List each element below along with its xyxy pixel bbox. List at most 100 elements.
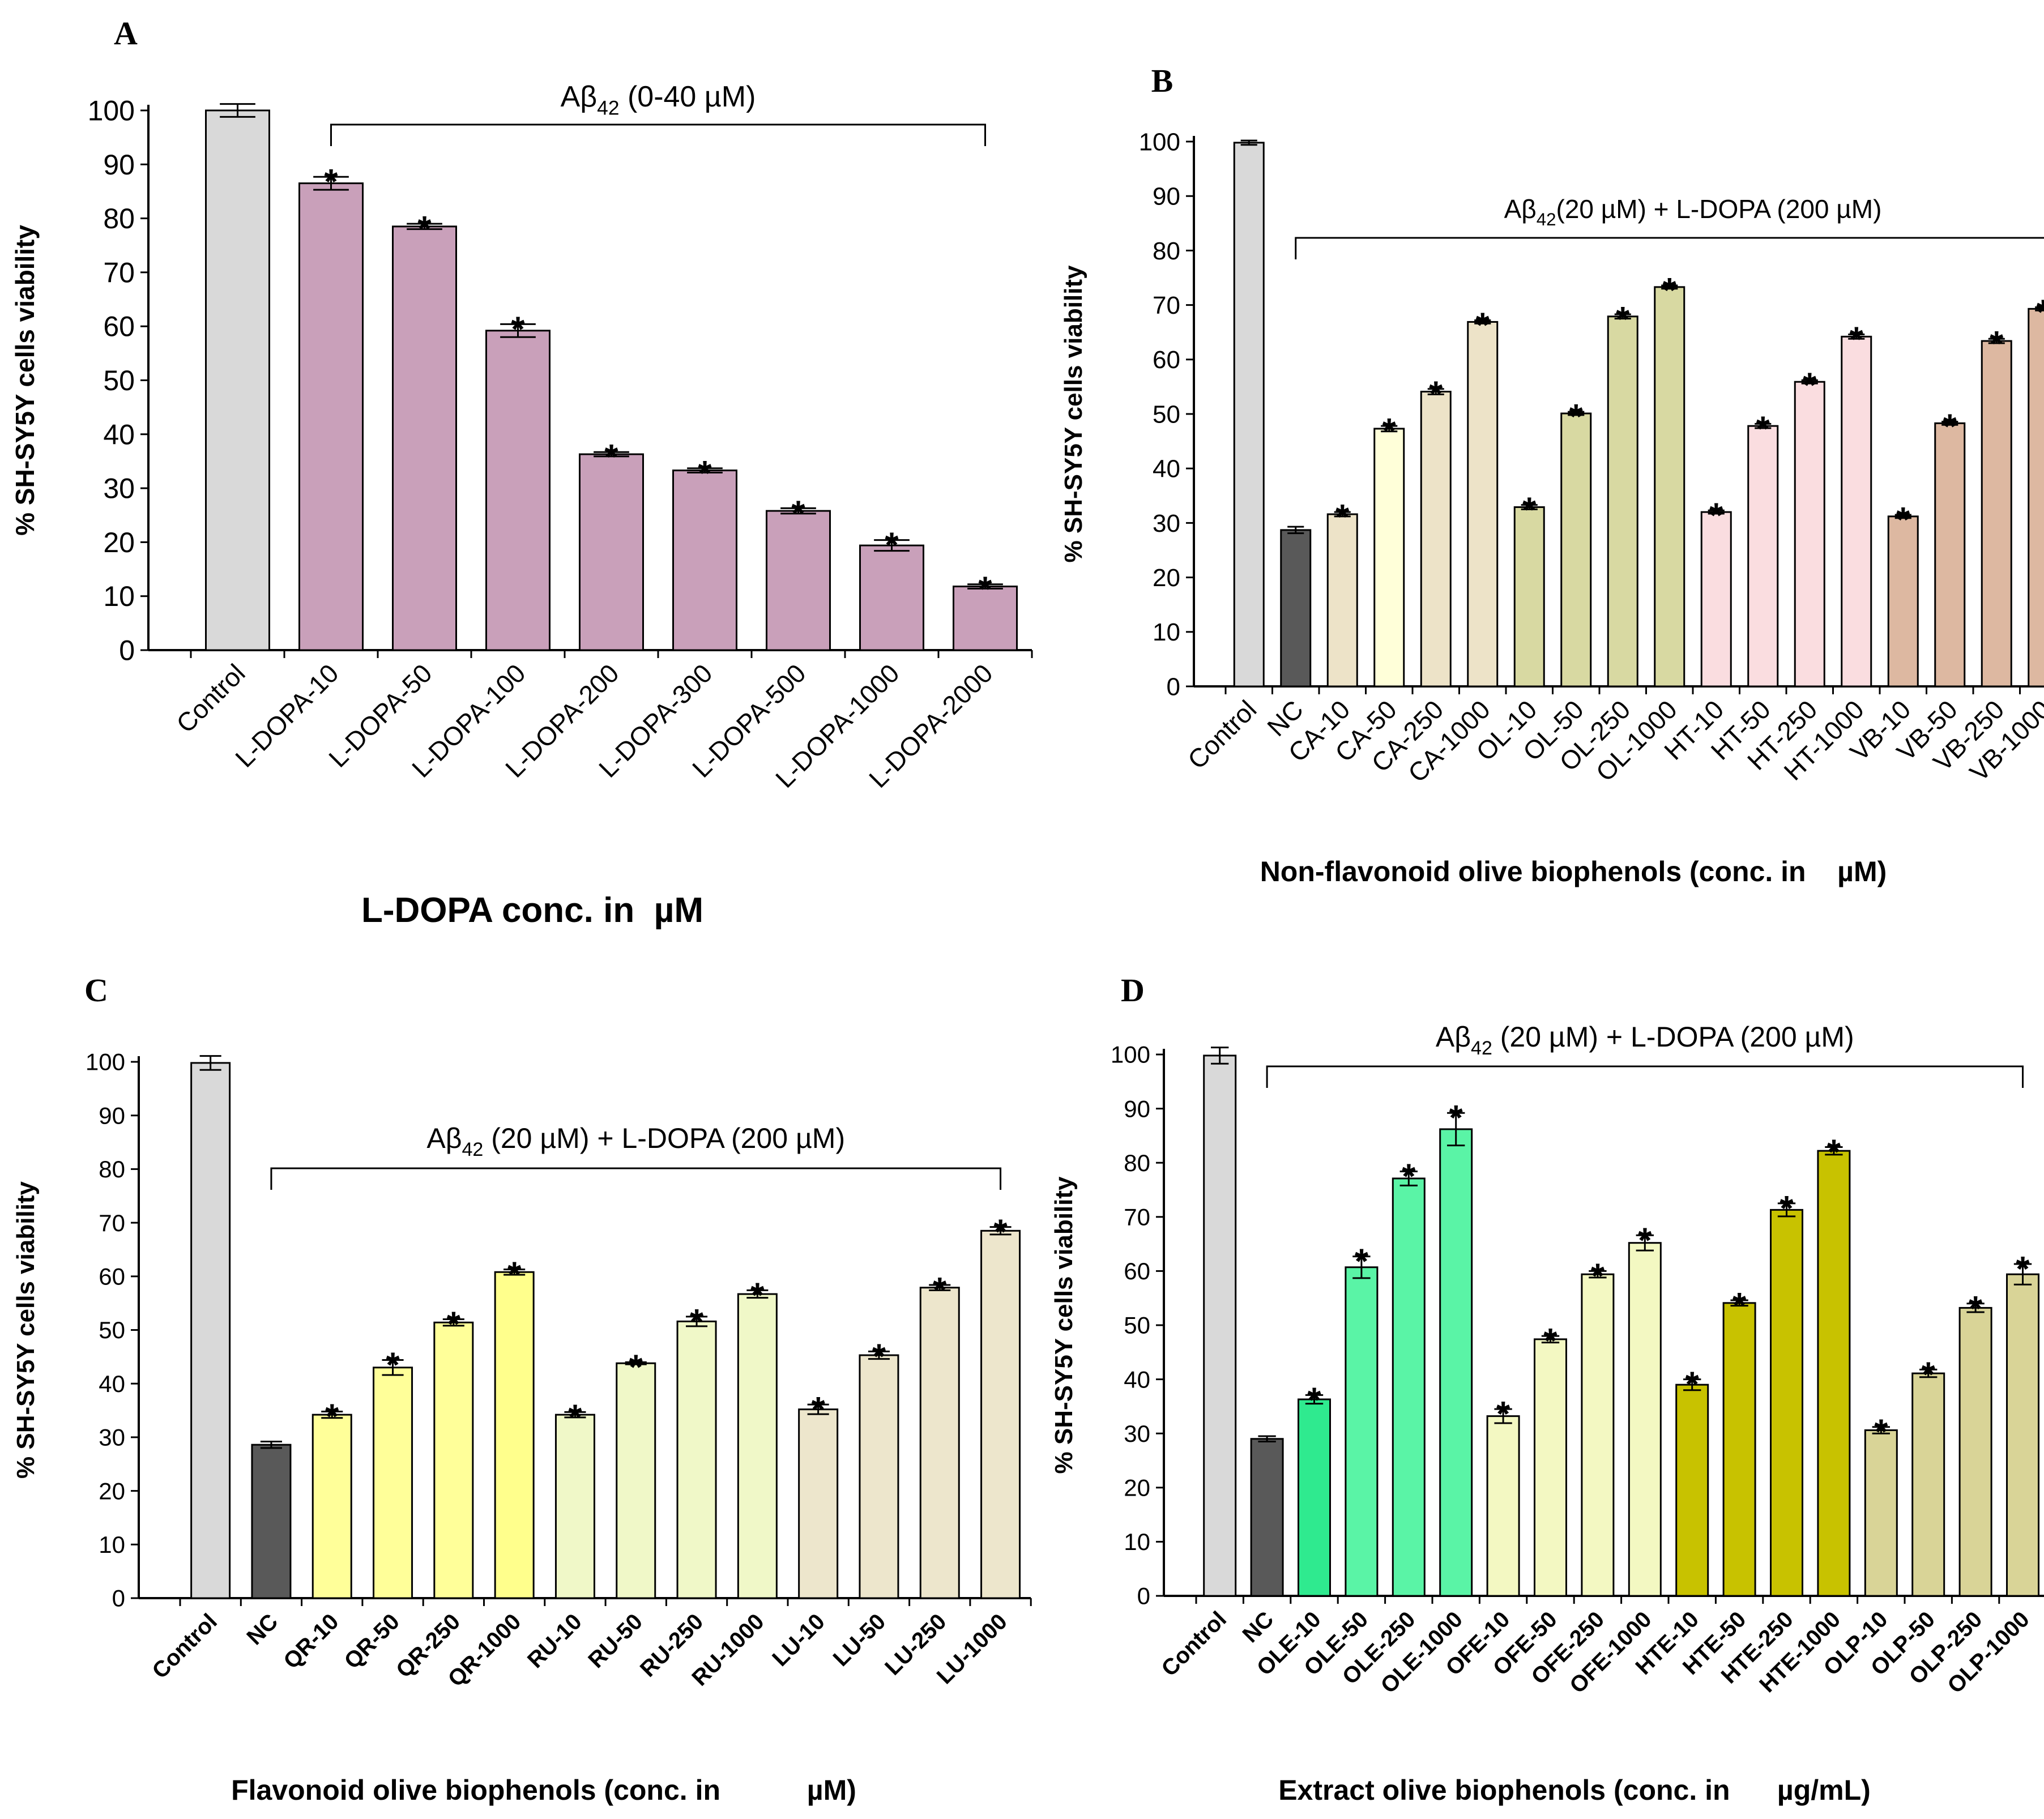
category-label: Control xyxy=(1182,694,1262,775)
bracket-label: Aβ42 (0-40 µM) xyxy=(561,80,756,119)
bar xyxy=(1280,529,1312,688)
panel-a: A0102030405060708090100Control*L-DOPA-10… xyxy=(10,15,1033,930)
significance-star: * xyxy=(933,1271,947,1310)
significance-star: * xyxy=(1402,1157,1416,1196)
significance-star: * xyxy=(1429,375,1443,414)
y-tick-label: 80 xyxy=(99,1156,125,1182)
bar xyxy=(1467,321,1499,688)
bar xyxy=(672,469,737,651)
bar xyxy=(1373,428,1405,688)
bracket-line xyxy=(270,1167,1002,1190)
significance-star: * xyxy=(1382,412,1397,451)
bar xyxy=(190,1062,231,1599)
bar xyxy=(1958,1306,1992,1597)
y-tick-label: 20 xyxy=(1124,1475,1150,1501)
significance-star: * xyxy=(1896,501,1910,540)
y-axis-title: % SH-SY5Y cells viability xyxy=(1060,265,1087,563)
x-axis-title: Flavonoid olive biophenols (conc. in µM) xyxy=(231,1774,856,1806)
y-tick-label: 90 xyxy=(1153,183,1180,211)
significance-star: * xyxy=(629,1348,643,1387)
bar xyxy=(737,1293,778,1599)
significance-star: * xyxy=(1307,1381,1321,1420)
y-tick-label: 90 xyxy=(103,149,135,181)
y-axis-title: % SH-SY5Y cells viability xyxy=(1050,1176,1078,1474)
y-tick-label: 90 xyxy=(99,1102,125,1129)
category-label: Control xyxy=(170,658,251,738)
bar xyxy=(1864,1429,1898,1597)
y-tick-label: 50 xyxy=(1153,400,1180,428)
significance-star: * xyxy=(978,570,992,609)
significance-star: * xyxy=(690,1303,704,1342)
y-tick-label: 90 xyxy=(1124,1095,1150,1122)
y-tick-label: 70 xyxy=(1153,292,1180,319)
bar xyxy=(616,1362,656,1599)
y-tick-label: 100 xyxy=(88,95,135,127)
y-axis-title: % SH-SY5Y cells viability xyxy=(10,225,40,536)
bar xyxy=(1934,422,1966,688)
bracket-label: Aβ42 (20 µM) + L-DOPA (200 µM) xyxy=(426,1122,845,1160)
category-label: NC xyxy=(1238,1607,1278,1647)
category-label: QR-10 xyxy=(279,1609,343,1673)
significance-star: * xyxy=(511,310,525,349)
significance-star: * xyxy=(1756,409,1770,449)
bar xyxy=(579,453,644,651)
significance-star: * xyxy=(1990,324,2004,364)
bar xyxy=(2006,1273,2039,1597)
y-tick-label: 80 xyxy=(1124,1150,1150,1176)
significance-star: * xyxy=(993,1213,1008,1252)
y-tick-label: 60 xyxy=(1124,1258,1150,1284)
bracket-line xyxy=(1266,1065,2024,1088)
bar xyxy=(919,1287,960,1599)
x-axis-title: L-DOPA conc. in µM xyxy=(361,891,703,930)
bar xyxy=(980,1229,1021,1599)
bar xyxy=(1298,1398,1331,1597)
y-tick-label: 0 xyxy=(112,1585,125,1612)
y-tick-label: 60 xyxy=(103,311,135,343)
bar xyxy=(676,1320,717,1599)
significance-star: * xyxy=(1733,1286,1747,1325)
significance-star: * xyxy=(1969,1289,1983,1329)
y-tick-label: 100 xyxy=(1111,1041,1150,1068)
significance-star: * xyxy=(324,163,338,202)
bracket-label-main: Aβ xyxy=(1436,1021,1471,1053)
bar xyxy=(1233,142,1265,688)
y-tick-label: 40 xyxy=(103,419,135,450)
y-tick-label: 100 xyxy=(86,1049,125,1075)
bracket-label: Aβ42(20 µM) + L-DOPA (200 µM) xyxy=(1504,194,1882,229)
bracket-label-sub: 42 xyxy=(597,97,619,119)
bar xyxy=(1607,315,1638,688)
y-tick-label: 70 xyxy=(99,1210,125,1236)
bar xyxy=(1628,1242,1662,1597)
bar xyxy=(1392,1177,1426,1597)
bar xyxy=(1722,1302,1756,1597)
significance-star: * xyxy=(2037,293,2044,332)
category-label: Control xyxy=(147,1609,222,1684)
bracket-line xyxy=(1295,237,2044,259)
significance-star: * xyxy=(1638,1221,1652,1260)
y-tick-label: 40 xyxy=(99,1370,125,1397)
category-label: RU-10 xyxy=(523,1609,587,1673)
significance-star: * xyxy=(568,1398,582,1437)
significance-star: * xyxy=(1850,321,1864,360)
bar xyxy=(494,1271,535,1599)
y-tick-label: 30 xyxy=(1124,1420,1150,1447)
significance-star: * xyxy=(1543,1322,1557,1361)
significance-star: * xyxy=(1943,407,1957,446)
significance-star: * xyxy=(1591,1257,1605,1296)
bar xyxy=(1675,1384,1709,1597)
bracket-label-sub: 42 xyxy=(1537,210,1556,229)
y-tick-label: 70 xyxy=(103,257,135,288)
y-tick-label: 10 xyxy=(1124,1528,1150,1555)
significance-star: * xyxy=(1874,1413,1888,1452)
significance-star: * xyxy=(1496,1395,1510,1434)
significance-star: * xyxy=(507,1255,522,1294)
panel-letter: B xyxy=(1151,62,1174,99)
bar xyxy=(1981,340,2012,688)
bracket-label-main: Aβ xyxy=(1504,194,1537,224)
bar xyxy=(1654,286,1685,688)
bracket-label-tail: (0-40 µM) xyxy=(620,80,756,113)
y-tick-label: 10 xyxy=(1153,618,1180,646)
